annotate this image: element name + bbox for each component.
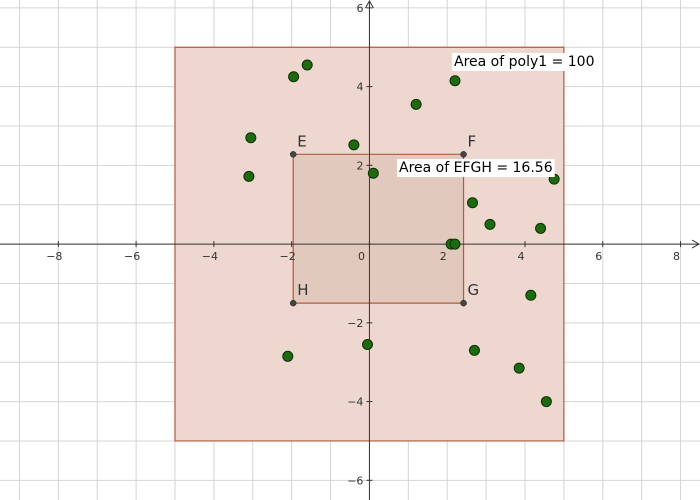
efgh-vertices: E F G H <box>289 132 480 307</box>
random-point[interactable] <box>540 396 552 408</box>
random-point[interactable] <box>348 139 360 151</box>
random-point[interactable] <box>282 350 294 362</box>
vertex-point-g[interactable] <box>460 299 467 307</box>
y-tick-label: 2 <box>356 159 363 172</box>
random-point[interactable] <box>362 338 373 350</box>
random-point[interactable] <box>535 222 547 234</box>
random-point[interactable] <box>245 132 257 144</box>
random-point[interactable] <box>243 170 255 182</box>
area-poly1-background <box>452 53 597 71</box>
vertex-label-g: G <box>468 281 480 299</box>
x-tick-label: 8 <box>673 250 680 263</box>
vertex-point-h[interactable] <box>289 299 297 307</box>
random-point[interactable] <box>367 167 379 179</box>
area-efgh-background <box>397 159 555 177</box>
random-point[interactable] <box>288 71 300 83</box>
x-tick-label: 2 <box>440 250 447 263</box>
area-poly1-text[interactable]: Area of poly1 = 100 <box>454 54 595 70</box>
random-point[interactable] <box>525 289 537 301</box>
y-tick-label: −2 <box>347 317 363 330</box>
y-axis-arrow-icon <box>365 0 374 9</box>
random-point[interactable] <box>410 98 422 110</box>
area-texts: Area of poly1 = 100 Area of EFGH = 16.56 <box>397 53 597 177</box>
random-points <box>243 59 560 408</box>
x-tick-label: 4 <box>518 250 525 263</box>
random-point[interactable] <box>301 59 313 71</box>
x-axis-arrow-icon <box>691 239 700 249</box>
random-point[interactable] <box>468 344 480 356</box>
x-tick-label: −8 <box>46 250 62 263</box>
y-tick-label: −4 <box>347 396 363 409</box>
vertex-label-f: F <box>468 132 477 150</box>
x-tick-label: −4 <box>202 250 218 263</box>
y-tick-label: −6 <box>347 474 363 487</box>
y-tick-label: 4 <box>356 81 363 94</box>
x-tick-label: −2 <box>280 250 296 263</box>
random-point[interactable] <box>484 218 496 230</box>
x-tick-label: −6 <box>124 250 140 263</box>
vertex-point-f[interactable] <box>460 151 467 158</box>
x-tick-label: 0 <box>358 250 365 263</box>
random-point[interactable] <box>513 362 525 374</box>
vertex-label-e: E <box>297 132 306 150</box>
random-point[interactable] <box>449 75 461 87</box>
area-efgh-text[interactable]: Area of EFGH = 16.56 <box>399 160 553 176</box>
x-tick-label: 6 <box>595 250 602 263</box>
y-tick-label: 6 <box>356 2 363 15</box>
vertex-point-e[interactable] <box>289 151 297 158</box>
vertex-label-h: H <box>297 281 308 299</box>
random-point[interactable] <box>467 197 478 209</box>
random-point[interactable] <box>449 238 461 250</box>
